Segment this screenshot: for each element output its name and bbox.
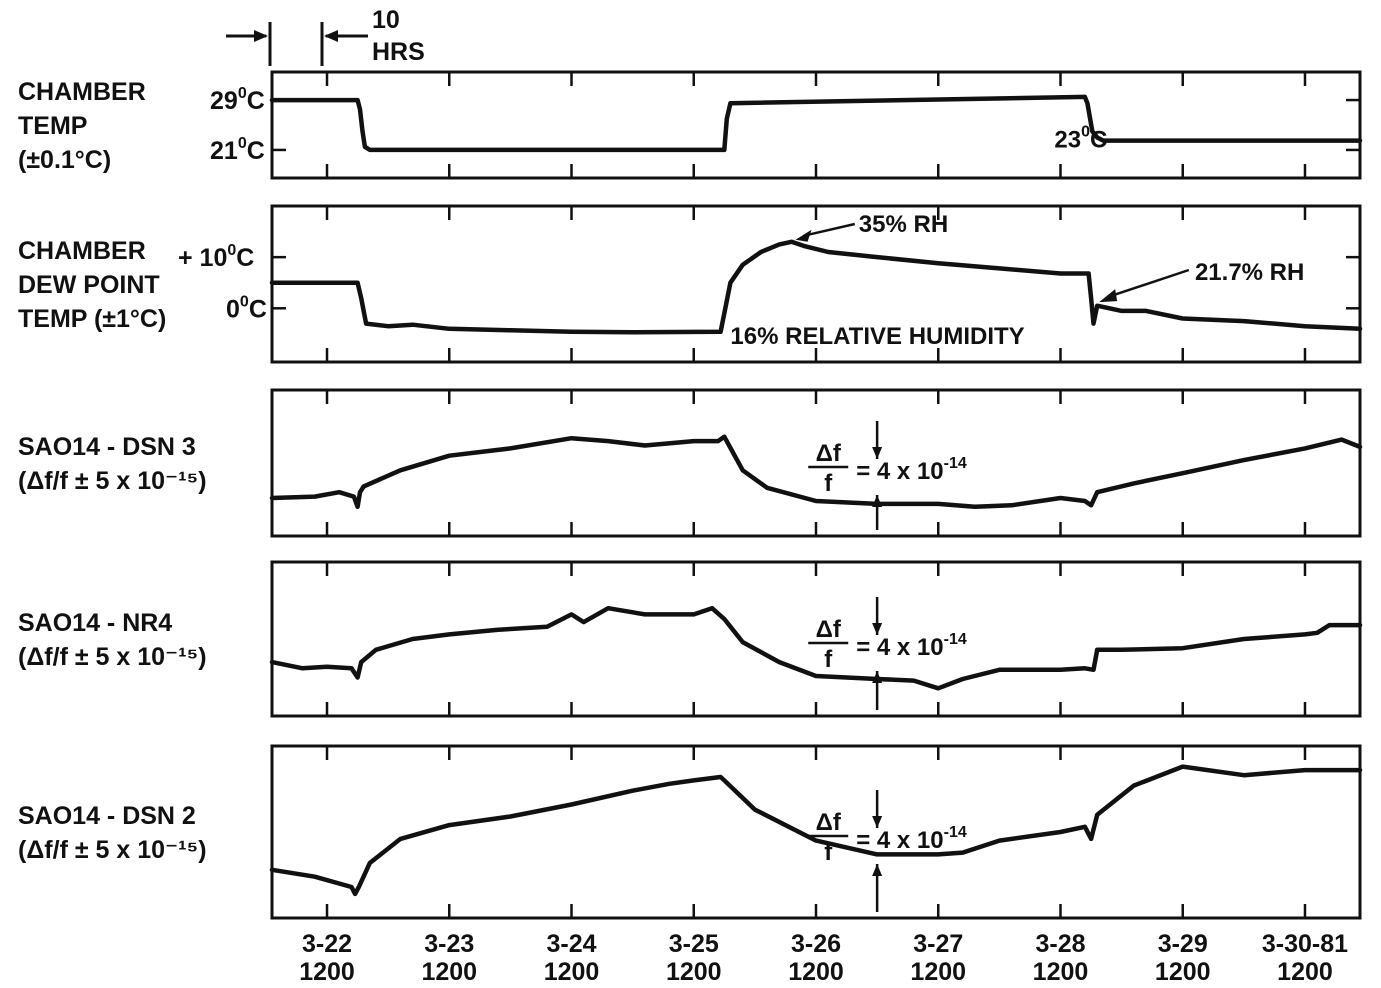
x-tick-label-time: 1200 (1277, 958, 1333, 986)
annotation-arrow-down-head (872, 447, 883, 459)
panel-label-line: (Δf/f ± 5 x 10⁻¹⁵) (18, 467, 207, 495)
x-tick-label-time: 1200 (421, 958, 477, 986)
series-line (269, 239, 1363, 335)
y-tick-label-degree: 0 (238, 85, 247, 102)
series-line (269, 434, 1363, 510)
panel-frame (270, 70, 1362, 180)
y-tick-label-degree: 0 (240, 293, 249, 310)
x-tick-label-date: 3-22 (302, 930, 352, 958)
annotation-exponent: -14 (944, 824, 967, 841)
annotation-unit: C (1090, 126, 1107, 153)
panel-label-line: TEMP (±1°C) (18, 305, 166, 333)
y-tick-label-degree: 0 (227, 242, 236, 259)
panel-label-line: SAO14 - DSN 3 (18, 433, 196, 461)
x-tick-label-time: 1200 (544, 958, 600, 986)
annotation-leader-head (1099, 289, 1118, 303)
y-tick-label-unit: C (236, 244, 254, 272)
scale-marker-left-arrowhead (254, 30, 268, 42)
x-tick-label-time: 1200 (1155, 958, 1211, 986)
panel-label-line: SAO14 - NR4 (18, 609, 172, 637)
scale-marker-right-arrowhead (324, 30, 338, 42)
x-tick-label-time: 1200 (1033, 958, 1089, 986)
annotation-fraction-denominator: f (824, 646, 833, 673)
x-tick-label-time: 1200 (299, 958, 355, 986)
series-line (269, 764, 1363, 897)
panel-label-line: TEMP (18, 112, 87, 140)
annotation-delta-f: = 4 x 10-14 (856, 455, 967, 485)
series-line (269, 605, 1363, 691)
panel-1: 290C 210C CHAMBER TEMP (±0.1°C) 230C (18, 70, 1363, 180)
y-tick-label-unit: C (249, 295, 267, 323)
annotation-arrow-down-head (872, 816, 883, 828)
x-tick-label-time: 1200 (788, 958, 844, 986)
annotation-exponent: -14 (944, 455, 967, 472)
annotation-arrow-up-head (872, 671, 883, 683)
panel-label-line: (Δf/f ± 5 x 10⁻¹⁵) (18, 836, 207, 864)
annotation-arrow-up-head (872, 495, 883, 507)
annotation-leader (803, 222, 856, 238)
annotation-delta-f: = 4 x 10-14 (856, 631, 967, 661)
x-tick-label-date: 3-24 (546, 930, 596, 958)
panel-5: SAO14 - DSN 2 (Δf/f ± 5 x 10⁻¹⁵) Δf f = 4 x … (18, 744, 1363, 920)
annotation-fraction-numerator: Δf (816, 616, 842, 643)
annotation-arrow-up-head (872, 864, 883, 876)
annotation-fraction-denominator: f (824, 470, 833, 497)
annotation-leader (1106, 268, 1190, 299)
y-tick-label: + 100C (178, 242, 254, 272)
x-tick-label-date: 3-27 (913, 930, 963, 958)
annotation-label: 35% RH (859, 211, 948, 238)
panel-label-line: CHAMBER (18, 78, 146, 106)
x-tick-label-time: 1200 (666, 958, 722, 986)
x-tick-label-date: 3-26 (791, 930, 841, 958)
x-tick-label-date: 3-29 (1158, 930, 1208, 958)
x-tick-label-date: 3-28 (1035, 930, 1085, 958)
y-tick-label: 00C (226, 293, 267, 323)
x-tick-label-date: 3-30-81 (1262, 930, 1348, 958)
x-tick-label-date: 3-25 (669, 930, 719, 958)
annotation-fraction-numerator: Δf (816, 809, 842, 836)
panel-4: SAO14 - NR4 (Δf/f ± 5 x 10⁻¹⁵) Δf f = 4 x 10… (18, 560, 1363, 718)
annotation-exponent: -14 (944, 631, 967, 648)
annotation-delta-f: = 4 x 10-14 (856, 824, 967, 854)
panel-label-line: (±0.1°C) (18, 146, 111, 174)
y-tick-label-degree: 0 (238, 135, 247, 152)
annotation-degree: 0 (1081, 123, 1090, 140)
panel-label-line: DEW POINT (18, 271, 160, 299)
scale-marker-label-10: 10 (372, 6, 400, 34)
annotation-arrow-down-head (872, 623, 883, 635)
panel-label-line: SAO14 - DSN 2 (18, 802, 196, 830)
annotation-label: 21.7% RH (1195, 259, 1304, 286)
y-tick-label-unit: C (247, 87, 265, 115)
annotation-fraction-numerator: Δf (816, 440, 842, 467)
annotation-label: 230C (1054, 123, 1107, 153)
panel-label-line: CHAMBER (18, 237, 146, 265)
x-tick-label-date: 3-23 (424, 930, 474, 958)
panel-3: SAO14 - DSN 3 (Δf/f ± 5 x 10⁻¹⁵) Δf f = 4 x … (18, 388, 1363, 538)
x-tick-label-time: 1200 (910, 958, 966, 986)
series-line (269, 94, 1363, 153)
panel-label-line: (Δf/f ± 5 x 10⁻¹⁵) (18, 643, 207, 671)
y-tick-label: 210C (210, 135, 265, 165)
y-tick-label: 290C (210, 85, 265, 115)
annotation-leader-head (795, 229, 812, 242)
scale-marker-label-hrs: HRS (372, 38, 425, 66)
y-tick-label-unit: C (247, 137, 265, 165)
annotation-label: 16% RELATIVE HUMIDITY (730, 323, 1024, 350)
annotation-fraction-denominator: f (824, 839, 833, 866)
x-axis: 3-2212003-2312003-2412003-2512003-261200… (299, 930, 1348, 986)
scale-marker: 10 HRS (226, 6, 425, 66)
